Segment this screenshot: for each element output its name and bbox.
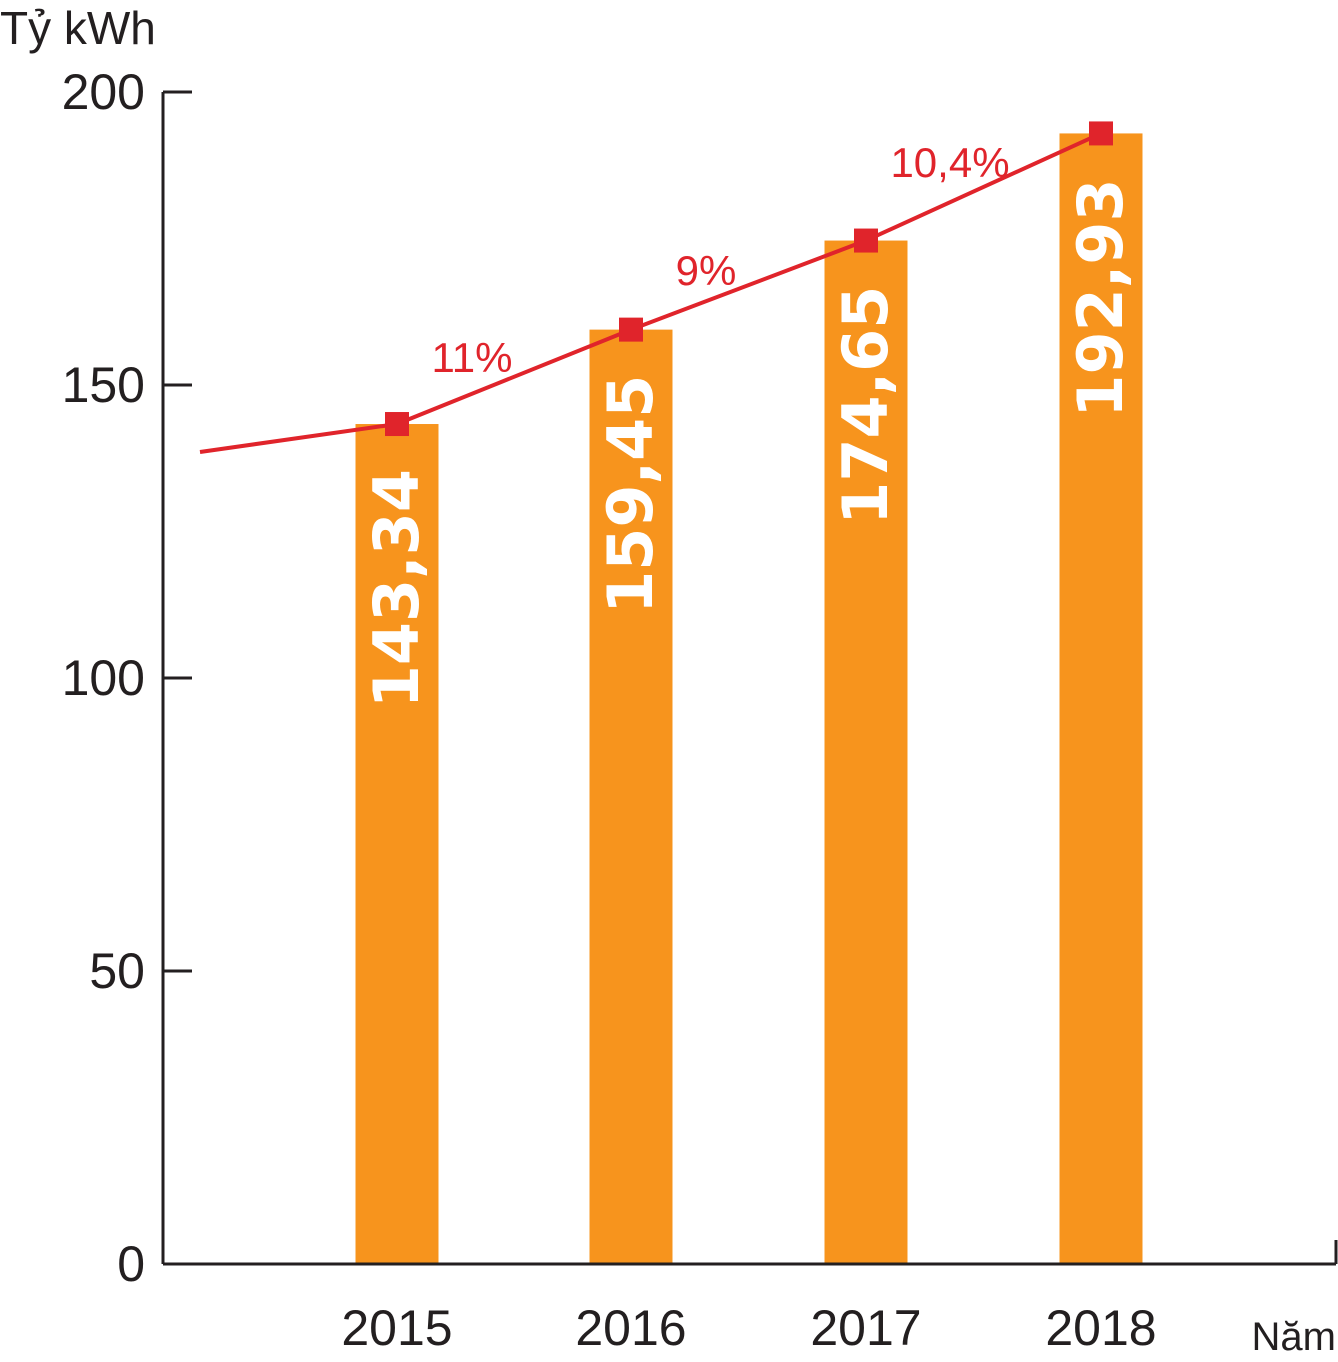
y-tick-label: 100 bbox=[62, 650, 145, 706]
y-tick-label: 150 bbox=[62, 357, 145, 413]
axes-group: 0 50 100 150 200 2015 2016 2017 2018 bbox=[62, 64, 1338, 1356]
bar-value-label: 192,93 bbox=[1064, 178, 1137, 417]
bar-2018 bbox=[1059, 133, 1143, 1265]
growth-label: 11% bbox=[432, 334, 513, 381]
x-tick-label: 2017 bbox=[810, 1300, 921, 1356]
growth-line-group: 11% 9% 10,4% bbox=[199, 121, 1113, 454]
line-marker-2018 bbox=[1089, 121, 1113, 146]
growth-label: 9% bbox=[676, 247, 737, 294]
bar-value-label: 159,45 bbox=[594, 375, 667, 614]
bar-2016 bbox=[589, 329, 673, 1264]
y-tick-label: 200 bbox=[62, 64, 145, 120]
line-marker-2016 bbox=[619, 317, 643, 342]
bar-value-label: 143,34 bbox=[360, 469, 433, 708]
growth-label: 10,4% bbox=[890, 139, 1009, 186]
x-axis-label: Năm bbox=[1252, 1315, 1336, 1359]
x-tick-label: 2016 bbox=[575, 1300, 686, 1356]
x-tick-label: 2018 bbox=[1045, 1300, 1156, 1356]
y-axis-label: Tỷ kWh bbox=[0, 2, 156, 54]
bar-2017 bbox=[824, 240, 908, 1264]
y-tick-label: 0 bbox=[117, 1236, 145, 1292]
line-marker-2017 bbox=[854, 228, 878, 253]
bar-2015 bbox=[355, 424, 439, 1264]
x-tick-label: 2015 bbox=[341, 1300, 452, 1356]
bars-group: 143,34 159,45 174,65 192,93 bbox=[355, 133, 1143, 1265]
bar-value-label: 174,65 bbox=[829, 286, 902, 525]
y-tick-label: 50 bbox=[89, 943, 145, 999]
line-marker-2015 bbox=[385, 412, 409, 437]
